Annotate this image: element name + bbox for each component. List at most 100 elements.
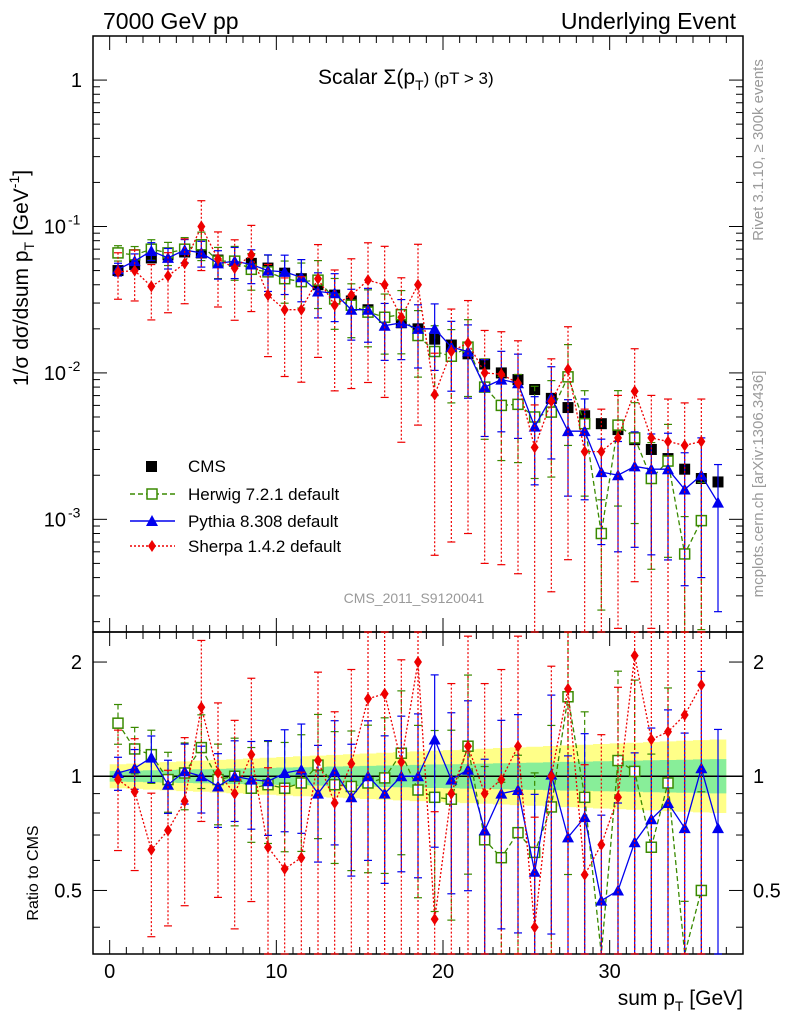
marker-diamond [130, 785, 139, 798]
marker-triangle [428, 322, 441, 334]
marker-triangle [395, 770, 408, 782]
marker-triangle [145, 751, 158, 763]
side-label-rivet: Rivet 3.1.10, ≥ 300k events [750, 59, 767, 241]
marker-diamond [464, 337, 472, 350]
y-label-close: ] [10, 170, 33, 176]
x-tick-label: 10 [265, 961, 287, 983]
marker-square [595, 418, 607, 430]
marker-diamond [547, 395, 556, 408]
marker-diamond [430, 388, 439, 401]
plot-title: Scalar Σ(pT) (pT > 3) [318, 66, 494, 93]
y-label-sub: T [21, 241, 37, 250]
side-label-mcplots: mcplots.cern.ch [arXiv:1306.3436] [750, 371, 767, 598]
plot-title-tail: ) (pT > 3) [424, 69, 494, 88]
marker-triangle [278, 265, 291, 277]
marker-triangle [612, 469, 624, 481]
marker-diamond [664, 725, 672, 738]
marker-triangle [195, 770, 208, 782]
marker-diamond [464, 740, 472, 753]
series-layer [112, 200, 724, 955]
marker-diamond [264, 289, 272, 302]
y-tick-label-top-exponent: -2 [68, 358, 81, 374]
marker-diamond [330, 797, 339, 810]
marker-diamond [697, 435, 706, 448]
y-axis-label-ratio: Ratio to CMS [25, 825, 42, 920]
series-line [117, 225, 702, 453]
y-label-sup: -1 [6, 176, 22, 189]
marker-triangle [612, 884, 624, 896]
marker-diamond [364, 692, 372, 705]
x-label-unit: [GeV] [683, 987, 743, 1010]
marker-diamond [297, 303, 306, 316]
y-tick-label-ratio: 1 [71, 766, 82, 788]
y-tick-label-ratio: 0.5 [54, 880, 82, 902]
marker-diamond [280, 862, 289, 875]
marker-diamond [147, 843, 156, 856]
marker-open-square [112, 717, 124, 729]
marker-triangle [478, 824, 491, 836]
x-label-sub: T [675, 998, 684, 1014]
marker-triangle [412, 770, 424, 782]
marker-triangle [378, 319, 391, 331]
marker-diamond [647, 733, 656, 746]
x-tick-label: 0 [104, 961, 115, 983]
legend-item-herwig: Herwig 7.2.1 default [130, 485, 339, 504]
marker-triangle [128, 255, 141, 267]
marker-triangle [678, 822, 691, 834]
marker-diamond [614, 431, 622, 444]
marker-triangle [178, 244, 191, 256]
marker-diamond [130, 264, 139, 277]
marker-diamond [630, 649, 639, 662]
marker-diamond [197, 701, 206, 714]
legend-marker-sherpa [148, 540, 156, 552]
marker-diamond [547, 770, 556, 783]
marker-diamond [664, 435, 672, 448]
y-axis-label-top: 1/σ dσ/dsum pT [GeV-1] [6, 170, 37, 386]
marker-diamond [164, 824, 172, 837]
marker-diamond [264, 841, 272, 854]
marker-triangle [695, 469, 708, 481]
y-label-main: 1/σ dσ/dsum p [10, 250, 33, 386]
marker-triangle [212, 780, 224, 792]
marker-diamond [580, 868, 589, 881]
legend-label-cms: CMS [188, 457, 226, 476]
marker-diamond [530, 921, 539, 934]
marker-diamond [630, 385, 639, 398]
marker-triangle [278, 766, 291, 778]
marker-diamond [247, 248, 256, 261]
marker-diamond [514, 740, 522, 753]
marker-diamond [247, 748, 256, 761]
marker-diamond [380, 278, 389, 291]
marker-triangle [195, 246, 208, 258]
y-tick-label-top: 10 [44, 216, 66, 238]
marker-triangle [595, 466, 608, 478]
y-tick-label-ratio: 2 [71, 652, 82, 674]
marker-triangle [228, 770, 241, 782]
marker-triangle [345, 303, 358, 315]
y-tick-label-top: 1 [71, 70, 82, 92]
marker-diamond [314, 272, 322, 285]
marker-triangle [495, 787, 508, 799]
header-left: 7000 GeV pp [103, 8, 239, 34]
legend: CMS Herwig 7.2.1 default Pythia 8.308 de… [130, 457, 341, 556]
series-line [117, 655, 702, 928]
marker-diamond [680, 439, 689, 452]
marker-triangle [362, 770, 374, 782]
plot-title-sub: T [415, 77, 424, 93]
marker-triangle [462, 345, 474, 357]
y-tick-label-top-exponent: -3 [68, 504, 81, 520]
marker-triangle [662, 797, 674, 809]
marker-diamond [214, 766, 222, 779]
series-line [117, 244, 702, 557]
marker-diamond [430, 913, 439, 926]
marker-diamond [414, 278, 422, 291]
plot-title-main: Scalar Σ(p [318, 66, 415, 89]
marker-diamond [580, 445, 589, 458]
marker-diamond [497, 773, 506, 786]
marker-triangle [712, 822, 724, 834]
y-tick-label-top: 10 [44, 509, 66, 531]
marker-diamond [230, 787, 239, 800]
y-tick-label-ratio-right: 1 [753, 766, 764, 788]
marker-triangle [362, 303, 374, 315]
marker-diamond [347, 757, 356, 770]
